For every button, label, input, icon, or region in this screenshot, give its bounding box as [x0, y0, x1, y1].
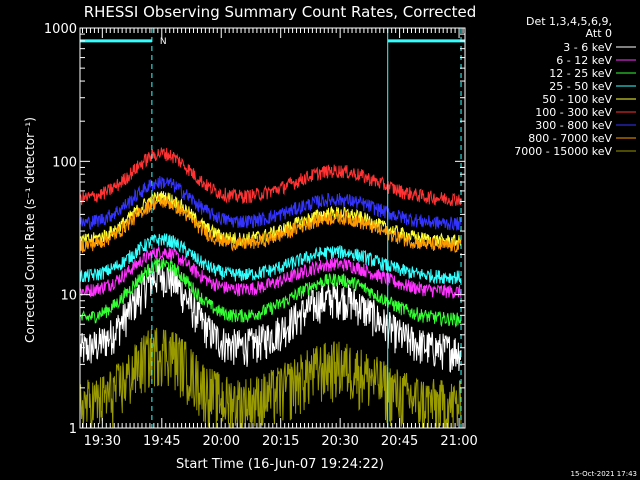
- legend-header-line: Det 1,3,4,5,6,9,: [526, 15, 612, 28]
- x-tick-label: 20:00: [203, 434, 240, 449]
- legend-label: 3 - 6 keV: [563, 41, 612, 54]
- legend-label: 7000 - 15000 keV: [514, 145, 612, 158]
- series-line-6: [80, 147, 462, 207]
- series-line-2: [80, 246, 462, 299]
- series-line-7: [80, 175, 462, 231]
- legend-label: 50 - 100 keV: [542, 93, 612, 106]
- legend-header-line: Att 0: [586, 27, 612, 40]
- series-line-5: [80, 191, 462, 249]
- series-line-3: [80, 257, 462, 328]
- y-tick-label: 1: [69, 422, 77, 437]
- y-tick-label: 10: [60, 289, 77, 304]
- y-tick-label: 1000: [44, 22, 77, 37]
- x-tick-label: 21:00: [440, 434, 477, 449]
- series-line-1: [80, 260, 462, 373]
- series-line-4: [80, 233, 462, 285]
- x-tick-label: 20:30: [321, 434, 358, 449]
- legend-label: 800 - 7000 keV: [528, 132, 612, 145]
- legend-label: 12 - 25 keV: [549, 67, 612, 80]
- footer-timestamp: 15-Oct-2021 17:43: [571, 470, 637, 478]
- chart-title: RHESSI Observing Summary Count Rates, Co…: [84, 3, 477, 21]
- x-tick-label: 19:30: [84, 434, 121, 449]
- x-tick-label: 20:15: [262, 434, 299, 449]
- plot-area: N 1 10 100 1000 19:30 19:45 20:00 20:15 20:30 20:4…: [44, 22, 478, 449]
- legend-label: 300 - 800 keV: [535, 119, 612, 132]
- y-axis-label: Corrected Count Rate (s⁻¹ detector⁻¹): [23, 117, 37, 343]
- legend-label: 100 - 300 keV: [535, 106, 612, 119]
- night-bar-label: N: [160, 37, 167, 47]
- x-tick-label: 19:45: [143, 434, 180, 449]
- y-tick-label: 100: [52, 155, 77, 170]
- legend-label: 25 - 50 keV: [549, 80, 612, 93]
- series-line-9: [80, 327, 462, 429]
- legend-label: 6 - 12 keV: [556, 54, 612, 67]
- x-tick-label: 20:45: [381, 434, 418, 449]
- x-axis-label: Start Time (16-Jun-07 19:24:22): [176, 457, 384, 472]
- series-line-8: [80, 196, 462, 253]
